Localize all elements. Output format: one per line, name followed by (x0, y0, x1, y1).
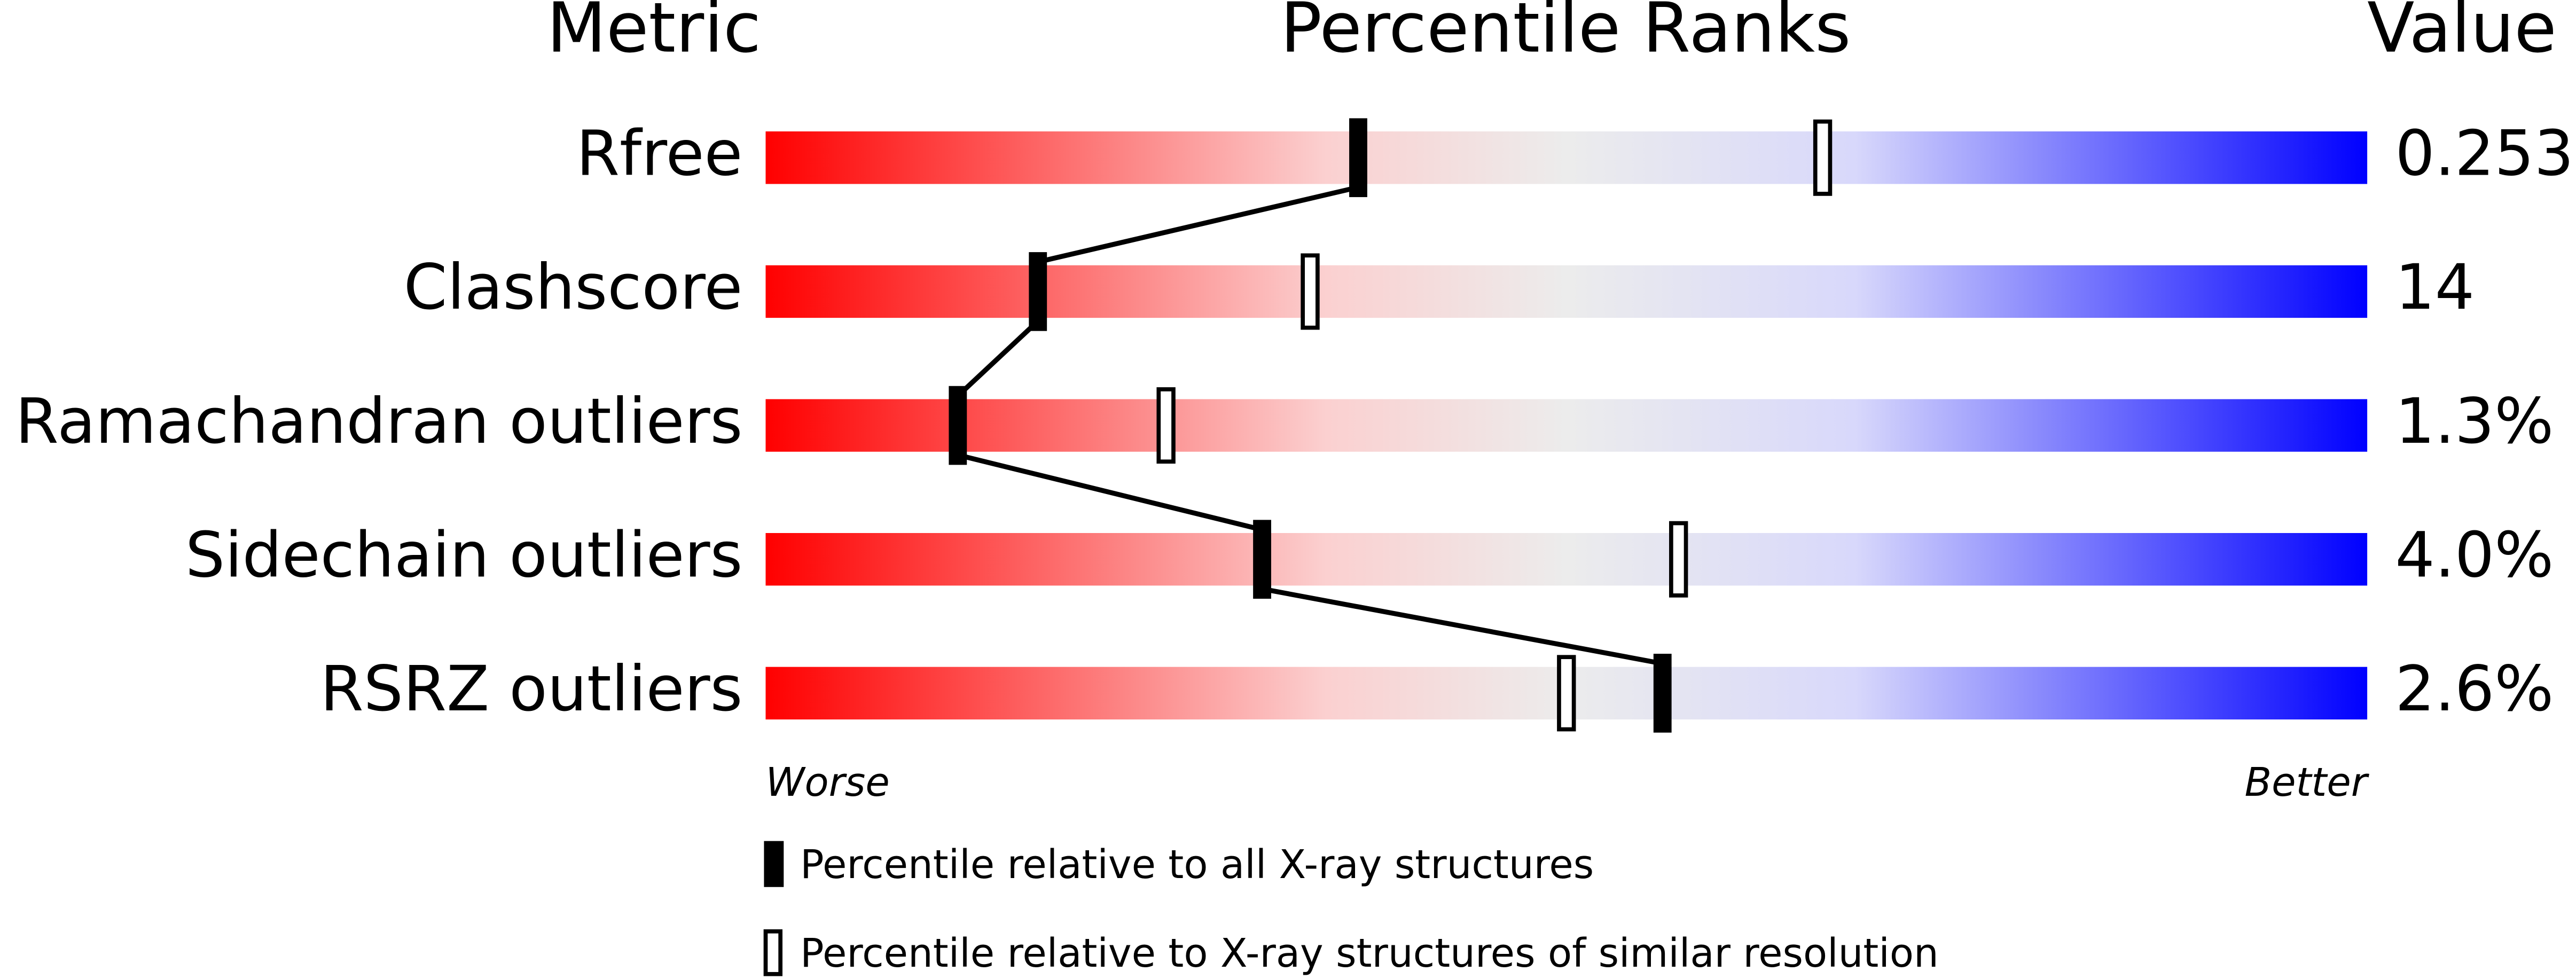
header-ranks: Percentile Ranks (1280, 0, 1851, 68)
connector (1037, 185, 1359, 265)
marker-filled (1653, 654, 1672, 733)
header-metric: Metric (547, 0, 762, 68)
metric-value: 2.6% (2395, 653, 2554, 725)
metric-value: 0.253 (2395, 117, 2574, 190)
legend-swatch (764, 841, 784, 887)
rank-bar (765, 265, 2368, 318)
header-value: Value (2367, 0, 2557, 68)
metric-value: 1.3% (2395, 385, 2554, 458)
connector (957, 452, 1263, 532)
metric-value: 4.0% (2395, 519, 2554, 591)
metric-label: Clashscore (404, 251, 743, 324)
metric-label: Ramachandran outliers (15, 385, 743, 458)
worse-label: Worse (765, 759, 889, 805)
marker-filled (1349, 118, 1367, 198)
marker-filled (949, 386, 967, 465)
marker-open (1557, 655, 1576, 732)
metric-value: 14 (2395, 251, 2475, 324)
marker-filled (1253, 520, 1271, 599)
connector (956, 319, 1040, 398)
marker-filled (1029, 252, 1047, 331)
legend-label: Percentile relative to X-ray structures … (800, 930, 1939, 976)
legend-label: Percentile relative to all X-ray structu… (800, 842, 1594, 888)
metric-label: Rfree (576, 117, 743, 190)
rank-bar (765, 533, 2368, 586)
metric-label: Sidechain outliers (185, 519, 742, 591)
rank-bar (765, 399, 2368, 452)
legend-swatch (763, 929, 783, 976)
better-label: Better (2244, 759, 2369, 805)
metric-label: RSRZ outliers (320, 653, 743, 725)
rank-bar (765, 131, 2368, 184)
marker-open (1669, 521, 1688, 598)
connector (1262, 586, 1663, 667)
marker-open (1301, 253, 1320, 330)
marker-open (1156, 387, 1176, 464)
marker-open (1813, 119, 1833, 196)
